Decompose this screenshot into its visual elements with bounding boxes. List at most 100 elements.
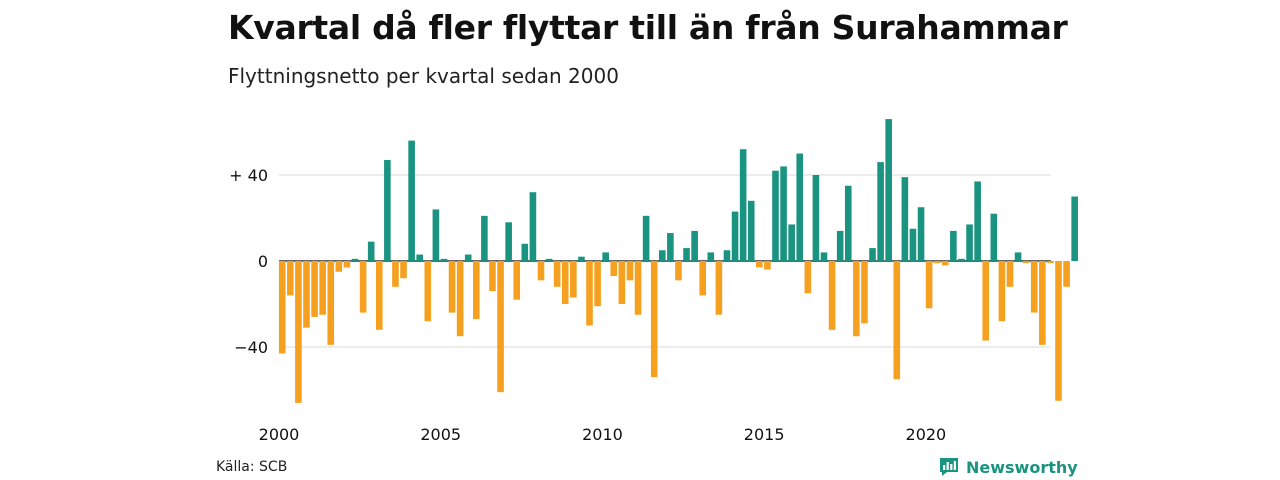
bar: 2005 K2: -24 [448,261,456,313]
bar: 2010 K3: -20 [618,261,626,304]
bar: 2011 K2: 21 [642,215,650,261]
bar: 2021 K4: -37 [982,261,990,341]
bar: 2001 K2: -25 [319,261,326,315]
bar: 2011 K3: -54 [650,261,658,378]
bar: 2019 K2: 39 [901,177,909,261]
bar: 2023 K2: -24 [1030,261,1038,313]
x-tick-label: 2020 [906,425,947,444]
bar: 2004 K2: 3 [416,254,423,261]
brand-name: Newsworthy [966,457,1078,477]
y-axis-ticks: + 40 0 −40 [229,166,268,357]
y-tick-label: + 40 [229,166,268,185]
bar: 2021 K2: 17 [966,224,973,261]
bar: 2012 K1: 13 [667,233,674,261]
bar: 2019 K3: 15 [909,228,917,261]
bar: 2021 K1: 1 [958,258,965,261]
bar: 2006 K2: 21 [481,215,488,261]
bar: 2017 K3: 35 [844,185,852,261]
bar: 2004 K1: 56 [408,140,415,261]
bar: 2019 K4: 25 [917,207,925,261]
x-axis-ticks: 2000 2005 2010 2015 2020 [259,425,947,444]
bar: 2010 K2: -7 [610,261,618,277]
x-tick-label: 2000 [259,425,300,444]
bar: 2013 K1: -16 [699,261,707,296]
y-tick-label: −40 [234,338,268,357]
bar: 2012 K3: 6 [683,248,690,261]
bar: 2022 K4: 4 [1014,252,1022,261]
bar: 2006 K4: -61 [497,261,504,393]
bar: 2008 K4: -20 [561,261,569,304]
bar: 2016 K1: 50 [796,153,804,261]
bar: 2023 K3: -39 [1039,261,1046,345]
bar: 2005 K1: 1 [440,258,448,261]
bar: 2024 K2: -12 [1063,261,1070,287]
bar: 2011 K1: -25 [634,261,642,315]
bar: 2001 K4: -5 [335,261,343,272]
bar: 2020 K1: -22 [925,261,933,309]
bar: 2018 K2: 6 [869,248,876,261]
source-note: Källa: SCB [216,459,288,475]
bar: 2018 K4: 66 [885,119,892,261]
bar: 2000 K1: -43 [278,261,286,354]
bar: 2005 K4: 3 [464,254,472,261]
x-tick-label: 2005 [420,425,461,444]
bar: 2022 K2: -28 [998,261,1006,322]
bar: 2018 K1: -29 [861,261,868,324]
bar: 2022 K1: 22 [990,213,998,261]
bar: 2014 K1: 23 [731,211,739,261]
bar: 2009 K2: 2 [578,256,585,261]
bar: 2000 K2: -16 [287,261,294,296]
bar: 2019 K1: -55 [893,261,901,380]
bar: 2007 K2: -18 [513,261,521,300]
bar: 2015 K1: -4 [764,261,771,270]
bar: 2008 K1: -9 [537,261,545,281]
bar: 2015 K4: 17 [788,224,795,261]
bar: 2017 K4: -35 [853,261,860,337]
bar: 2024 K3: 30 [1071,196,1078,261]
bar: 2002 K4: 9 [367,241,375,261]
bar: 2007 K1: 18 [505,222,512,261]
newsworthy-logo-icon [940,458,958,476]
bar: 2010 K1: 4 [602,252,609,261]
bar: 2020 K2: -1 [933,261,941,264]
bar: 2008 K3: -12 [553,261,561,287]
bar: 2018 K3: 46 [877,162,884,261]
bar: 2017 K1: -32 [828,261,836,330]
bar: 2003 K2: 47 [384,159,391,261]
bar: 2002 K2: 1 [351,258,359,261]
chart-title: Kvartal då fler flyttar till än från Sur… [228,8,1068,47]
bar: 2014 K3: 28 [747,200,755,261]
bar: 2000 K4: -31 [303,261,310,328]
chart-subtitle: Flyttningsnetto per kvartal sedan 2000 [228,64,619,88]
bar: 2009 K4: -21 [594,261,601,307]
bar: 2003 K3: -12 [392,261,399,287]
bar: 2022 K3: -12 [1006,261,1014,287]
x-tick-label: 2010 [582,425,623,444]
y-tick-label: 0 [258,252,268,271]
bar: 2015 K2: 42 [772,170,779,261]
bar: 2016 K4: 4 [820,252,828,261]
bar: 2005 K3: -35 [456,261,464,337]
bar: 2024 K1: -65 [1055,261,1062,401]
bar: 2009 K1: -17 [570,261,577,298]
bar: 2000 K3: -66 [295,261,302,403]
bar: 2013 K2: 4 [707,252,715,261]
bar: 2016 K3: 40 [812,175,820,261]
x-tick-label: 2015 [744,425,785,444]
bar: 2006 K3: -14 [489,261,496,292]
bar: 2002 K3: -24 [359,261,367,313]
bar: 2006 K1: -27 [473,261,480,320]
bar: 2004 K4: 24 [432,209,440,261]
bar: 2012 K2: -9 [675,261,682,281]
bar: 2007 K4: 32 [529,192,537,261]
bar: 2003 K1: -32 [375,261,383,330]
bar: 2012 K4: 14 [691,230,698,261]
bar: 2016 K2: -15 [804,261,812,294]
bar: 2021 K3: 37 [974,181,981,261]
bar: 2023 K1: -1 [1022,261,1030,264]
bar: 2014 K2: 52 [739,149,747,261]
bar: 2002 K1: -3 [343,261,351,268]
newsworthy-logo: Newsworthy [938,456,1078,478]
bar: 2001 K1: -26 [311,261,318,317]
